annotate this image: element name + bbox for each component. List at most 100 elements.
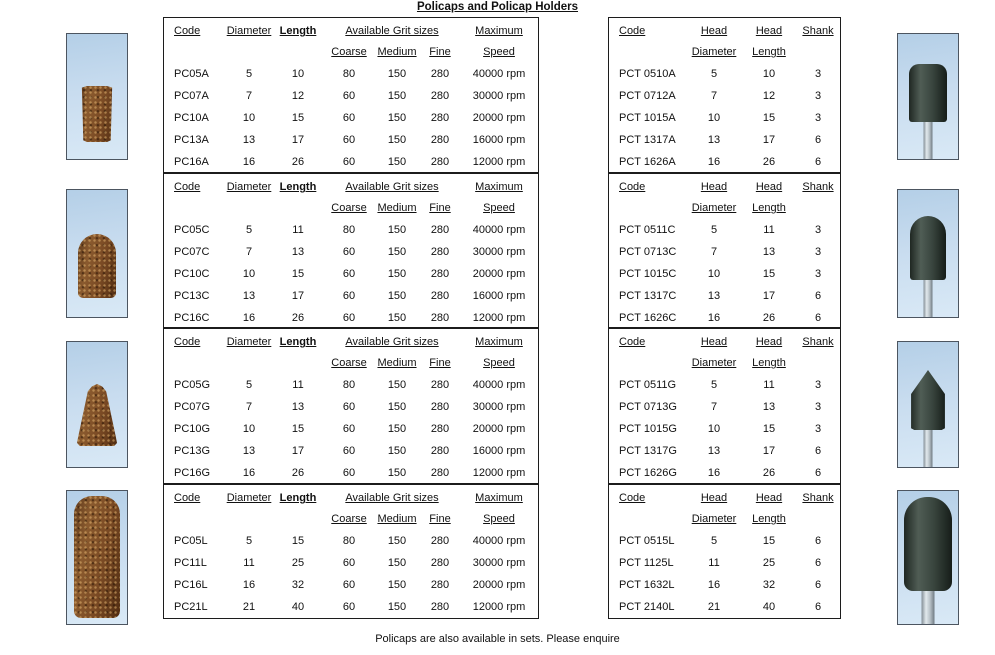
table-cell: PCT 1317C [619, 290, 677, 302]
col-header-code: Code [619, 492, 646, 504]
table-row: PCT 0712A 7 12 3 [609, 86, 840, 108]
table-row: PC10A 10 15 60 150 280 20000 rpm [164, 108, 538, 130]
table-cell: 280 [430, 601, 450, 613]
col-header-diameter: Diameter [226, 181, 272, 193]
table-subheader-row: Coarse Medium Fine Speed [164, 199, 538, 220]
spacer [797, 199, 839, 220]
table-row: PC05L 5 15 80 150 280 40000 rpm [164, 531, 538, 553]
table-row: PC05G 5 11 80 150 280 40000 rpm [164, 375, 538, 397]
table-cell: PCT 1626C [619, 312, 677, 324]
table-row: PCT 1317G 13 17 6 [609, 441, 840, 463]
table-cell: 280 [430, 268, 450, 280]
col-subheader-diameter: Diameter [691, 357, 737, 369]
table-cell: 150 [387, 290, 407, 302]
table-cell: 10 [707, 423, 721, 435]
table-cell: 32 [762, 579, 776, 591]
table-cell: 280 [430, 246, 450, 258]
table-header-row: Code Diameter Length Available Grit size… [164, 22, 538, 43]
holder-c-photo [897, 189, 959, 318]
table-cell: 60 [342, 156, 356, 168]
table-cell: PCT 1125L [619, 557, 674, 569]
table-cell: 80 [342, 535, 356, 547]
table-cell: 280 [430, 156, 450, 168]
page-title: Policaps and Policap Holders [416, 1, 579, 13]
table-cell: 150 [387, 112, 407, 124]
policap-table-l: Code Diameter Length Available Grit size… [163, 484, 539, 619]
col-header-head-diameter: Head [700, 181, 728, 193]
table-cell: 12000 rpm [472, 601, 526, 613]
col-header-maximum: Maximum [475, 492, 523, 504]
col-header-maximum: Maximum [475, 25, 523, 37]
table-cell: 60 [342, 579, 356, 591]
spacer [609, 199, 687, 220]
col-header-maximum: Maximum [475, 181, 523, 193]
table-cell: 16000 rpm [472, 445, 526, 457]
table-cell: 13 [242, 445, 256, 457]
table-cell: 10 [762, 68, 776, 80]
col-header-length: Length [279, 181, 317, 193]
col-subheader-diameter: Diameter [691, 513, 737, 525]
policap-a-photo [66, 33, 128, 160]
table-cell: 20000 rpm [472, 423, 526, 435]
holder-head-g-shape [911, 370, 945, 430]
col-subheader-length: Length [752, 357, 786, 369]
table-body: PC05L 5 15 80 150 280 40000 rpm PC11L 11 25 60 150 2… [164, 531, 538, 619]
table-cell: 15 [762, 268, 776, 280]
table-cell: 150 [387, 246, 407, 258]
table-cell: 280 [430, 579, 450, 591]
table-cell: PC13C [174, 290, 210, 302]
spacer [609, 354, 687, 375]
table-body: PCT 0511G 5 11 3 PCT 0713G 7 13 3 PCT 1015G 10 15 3… [609, 375, 840, 485]
table-cell: 150 [387, 601, 407, 613]
table-cell: 30000 rpm [472, 90, 526, 102]
table-row: PC16A 16 26 60 150 280 12000 rpm [164, 152, 538, 174]
abrasive-cap-a-shape [81, 86, 113, 142]
table-cell: 7 [245, 246, 253, 258]
abrasive-cap-g-shape [77, 384, 117, 446]
table-cell: 60 [342, 90, 356, 102]
table-cell: PCT 1317G [619, 445, 677, 457]
table-cell: 3 [814, 90, 822, 102]
col-header-head-length: Head [755, 181, 783, 193]
table-row: PCT 1632L 16 32 6 [609, 575, 840, 597]
table-cell: PC10G [174, 423, 211, 435]
col-header-diameter: Diameter [226, 492, 272, 504]
table-cell: PC05C [174, 224, 210, 236]
col-subheader-diameter: Diameter [691, 46, 737, 58]
table-row: PCT 1125L 11 25 6 [609, 553, 840, 575]
table-cell: 11 [708, 557, 720, 569]
table-row: PC07A 7 12 60 150 280 30000 rpm [164, 86, 538, 108]
table-cell: PCT 0713G [619, 401, 677, 413]
table-cell: PC07C [174, 246, 210, 258]
spacer [609, 510, 687, 531]
table-cell: 30000 rpm [472, 246, 526, 258]
table-row: PCT 0515L 5 15 6 [609, 531, 840, 553]
table-cell: PC13A [174, 134, 209, 146]
col-header-grit-group: Available Grit sizes [345, 336, 439, 348]
table-cell: 12 [291, 90, 305, 102]
col-header-length: Length [279, 25, 317, 37]
table-cell: PC07A [174, 90, 209, 102]
table-cell: PC05A [174, 68, 209, 80]
table-cell: 32 [291, 579, 305, 591]
table-cell: PC11L [174, 557, 207, 569]
table-cell: 280 [430, 379, 450, 391]
table-cell: PC10C [174, 268, 210, 280]
table-row: PCT 1626C 16 26 6 [609, 308, 840, 330]
table-cell: 150 [387, 68, 407, 80]
table-cell: PCT 1317A [619, 134, 676, 146]
table-cell: 40 [291, 601, 305, 613]
table-cell: 11 [292, 379, 304, 391]
table-cell: PCT 0511C [619, 224, 676, 236]
table-cell: 13 [707, 445, 721, 457]
table-cell: 150 [387, 445, 407, 457]
table-cell: 80 [342, 379, 356, 391]
col-header-medium: Medium [377, 357, 417, 369]
table-cell: 20000 rpm [472, 112, 526, 124]
table-cell: 6 [814, 557, 822, 569]
table-cell: 40000 rpm [472, 68, 526, 80]
footer-note: Policaps are also available in sets. Ple… [375, 633, 620, 645]
table-cell: 13 [707, 290, 721, 302]
table-cell: 5 [710, 379, 718, 391]
table-subheader-row: Diameter Length [609, 510, 840, 531]
